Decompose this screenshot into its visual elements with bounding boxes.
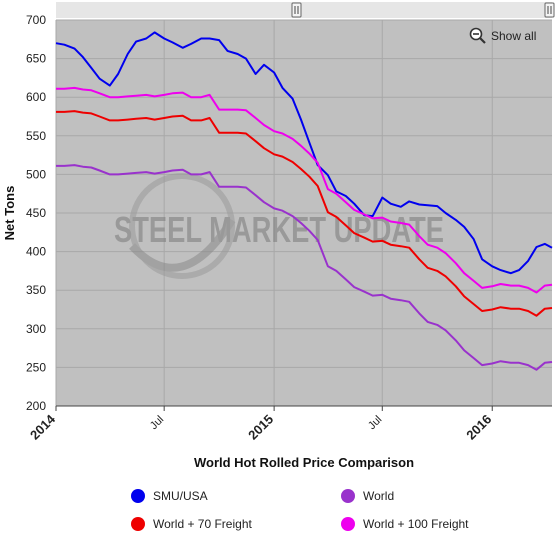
series-line-world-70-freight[interactable] [56,110,553,317]
legend: SMU/USA World World + 70 Freight World + 10… [131,489,469,531]
legend-item[interactable]: SMU/USA [131,489,208,503]
show-all-button[interactable]: Show all [466,26,546,46]
navigator-handle-left[interactable] [291,2,302,18]
legend-item[interactable]: World + 100 Freight [341,517,469,531]
navigator-bar[interactable] [56,2,555,18]
series-line-world-100-freight[interactable] [56,86,553,294]
y-tick-label: 600 [26,90,46,104]
series-line-smu-usa[interactable] [55,31,553,275]
legend-marker [131,489,145,503]
y-tick-label: 550 [26,129,46,143]
y-tick-label: 250 [26,360,46,374]
y-axis-title: Net Tons [2,186,17,241]
legend-item[interactable]: World + 70 Freight [131,517,252,531]
y-axis: 200 250 300 350 400 450 500 550 600 650 700 [26,13,46,413]
x-tick-label: 2014 [27,411,59,443]
y-tick-label: 350 [26,283,46,297]
y-tick-label: 200 [26,399,46,413]
x-tick-label: Jul [148,414,166,432]
zoom-out-icon [469,27,486,44]
y-tick-label: 650 [26,52,46,66]
chart-title: World Hot Rolled Price Comparison [194,455,414,470]
y-tick-label: 300 [26,322,46,336]
x-axis: 2014 Jul 2015 Jul 2016 [27,405,552,443]
legend-label: World + 70 Freight [153,517,252,531]
legend-label: World + 100 Freight [363,517,469,531]
y-tick-label: 700 [26,13,46,27]
legend-item[interactable]: World [341,489,394,503]
show-all-label[interactable]: Show all [491,29,536,43]
navigator-track [56,2,552,18]
legend-marker [131,517,145,531]
watermark-swoosh [129,217,236,272]
legend-marker [341,489,355,503]
series-lines [55,31,553,371]
y-tick-label: 400 [26,245,46,259]
x-tick-label: 2016 [463,412,494,443]
x-tick-label: 2015 [245,412,276,443]
y-tick-label: 500 [26,167,46,181]
series-line-world[interactable] [56,164,553,371]
legend-label: World [363,489,394,503]
navigator-handle-right[interactable] [544,2,555,18]
y-tick-label: 450 [26,206,46,220]
legend-marker [341,517,355,531]
x-tick-label: Jul [366,414,384,432]
grid-lines [55,19,552,407]
legend-label: SMU/USA [153,489,208,503]
watermark-text: STEEL MARKET UPDATE [114,209,444,250]
